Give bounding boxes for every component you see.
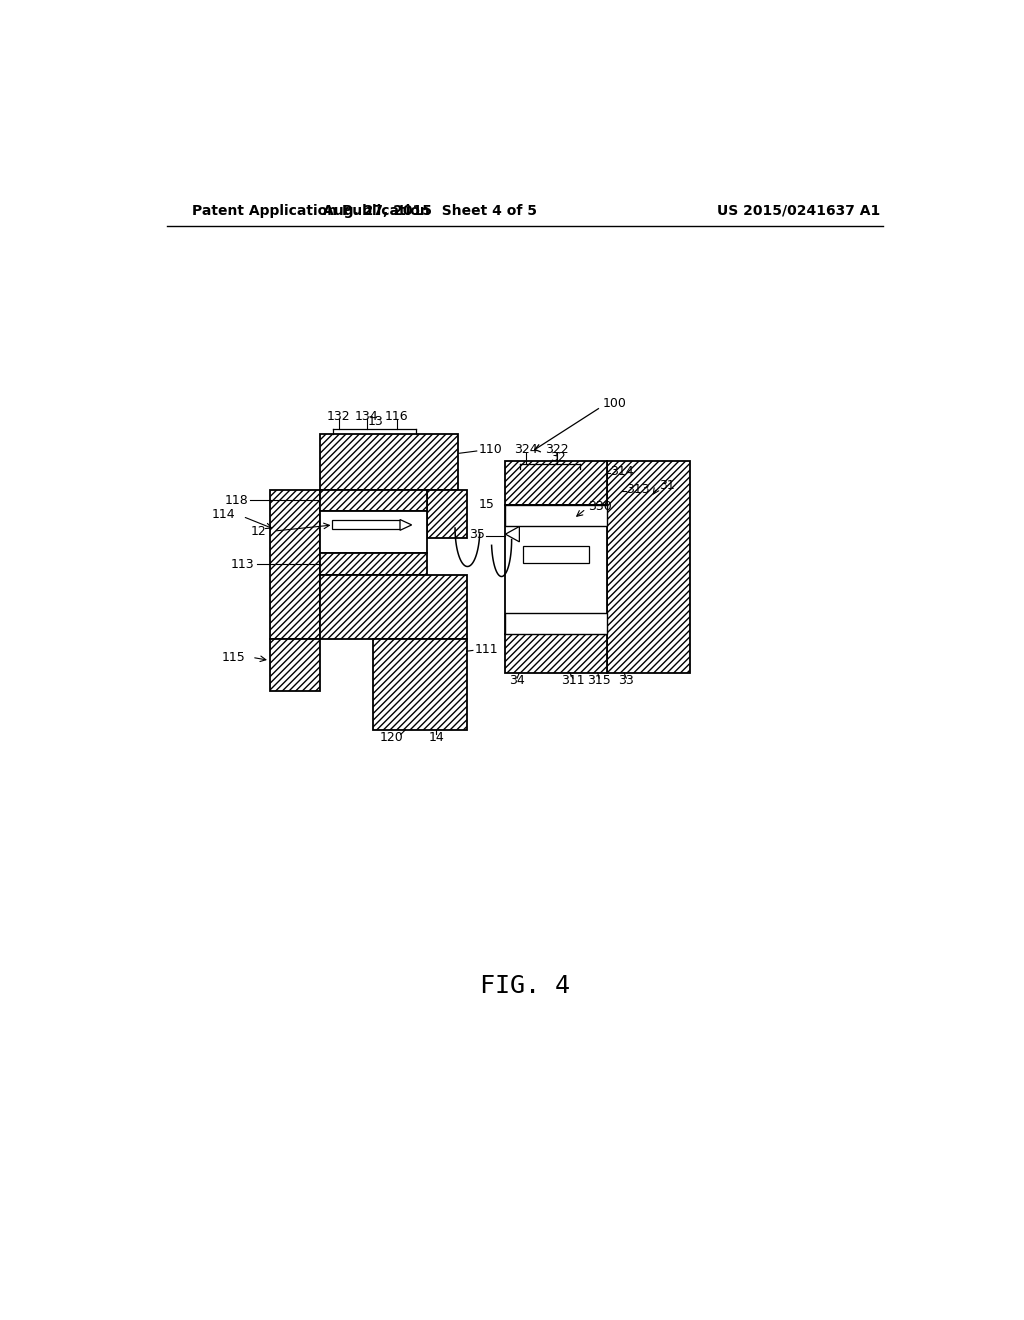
Bar: [321, 434, 458, 490]
Bar: [321, 511, 427, 553]
Text: FIG. 4: FIG. 4: [480, 974, 569, 998]
Polygon shape: [607, 461, 690, 673]
Bar: [321, 553, 427, 576]
Bar: [373, 639, 467, 730]
Text: 324: 324: [514, 444, 539, 455]
Text: 330: 330: [589, 500, 612, 513]
Bar: [506, 506, 607, 635]
Text: 12: 12: [250, 524, 266, 537]
Text: Aug. 27, 2015  Sheet 4 of 5: Aug. 27, 2015 Sheet 4 of 5: [324, 203, 538, 218]
Bar: [506, 506, 607, 527]
Text: 100: 100: [603, 397, 627, 409]
Bar: [506, 612, 607, 635]
Text: 35: 35: [469, 528, 484, 541]
Bar: [321, 490, 427, 511]
Bar: [321, 576, 467, 639]
Text: 34: 34: [509, 675, 525, 686]
Polygon shape: [506, 527, 519, 543]
Text: 111: 111: [474, 643, 498, 656]
Text: 311: 311: [561, 675, 585, 686]
Text: 114: 114: [211, 508, 234, 521]
Text: 315: 315: [588, 675, 611, 686]
Text: 314: 314: [610, 465, 634, 478]
Text: 132: 132: [327, 409, 350, 422]
Text: 313: 313: [627, 483, 650, 496]
Text: 115: 115: [222, 651, 246, 664]
Text: 134: 134: [355, 409, 379, 422]
Polygon shape: [400, 520, 412, 531]
Text: 15: 15: [478, 499, 495, 511]
Text: 110: 110: [478, 444, 502, 455]
Text: Patent Application Publication: Patent Application Publication: [191, 203, 429, 218]
Bar: [506, 461, 607, 504]
Text: 13: 13: [368, 416, 384, 428]
Text: 118: 118: [224, 494, 248, 507]
Text: 113: 113: [230, 557, 254, 570]
Bar: [270, 490, 321, 639]
Text: 31: 31: [658, 479, 675, 492]
Bar: [523, 545, 589, 562]
Text: 120: 120: [380, 731, 403, 744]
Text: 322: 322: [545, 444, 568, 455]
Text: 33: 33: [618, 675, 634, 686]
Bar: [506, 635, 607, 673]
Text: 32: 32: [550, 450, 566, 463]
Text: US 2015/0241637 A1: US 2015/0241637 A1: [717, 203, 881, 218]
Text: 14: 14: [429, 731, 444, 744]
Bar: [332, 520, 400, 529]
Text: 116: 116: [385, 409, 409, 422]
Bar: [427, 490, 467, 539]
Bar: [270, 639, 321, 692]
